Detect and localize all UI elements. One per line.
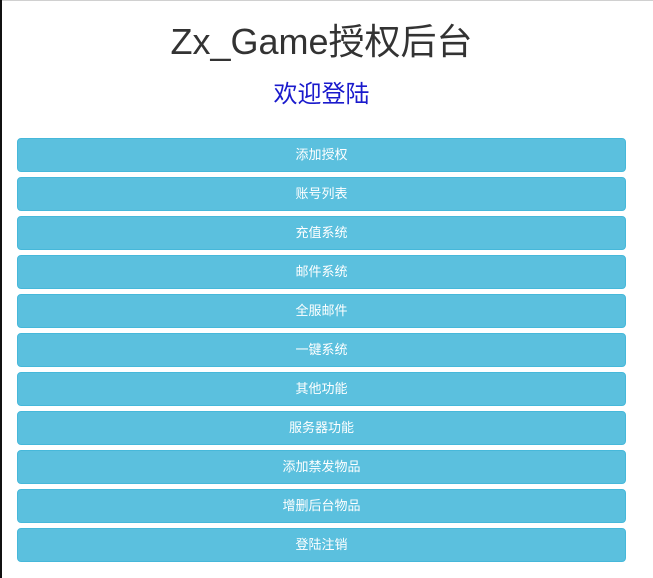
top-border	[0, 0, 653, 1]
left-border	[0, 0, 2, 578]
one-click-system-button[interactable]: 一键系统	[17, 333, 626, 367]
other-functions-button[interactable]: 其他功能	[17, 372, 626, 406]
add-banned-items-button[interactable]: 添加禁发物品	[17, 450, 626, 484]
menu: 添加授权 账号列表 充值系统 邮件系统 全服邮件 一键系统 其他功能 服务器功能…	[17, 138, 626, 567]
manage-backend-items-button[interactable]: 增删后台物品	[17, 489, 626, 523]
mail-system-button[interactable]: 邮件系统	[17, 255, 626, 289]
account-list-button[interactable]: 账号列表	[17, 177, 626, 211]
add-authorization-button[interactable]: 添加授权	[17, 138, 626, 172]
server-functions-button[interactable]: 服务器功能	[17, 411, 626, 445]
recharge-system-button[interactable]: 充值系统	[17, 216, 626, 250]
page-title: Zx_Game授权后台	[170, 21, 473, 62]
logout-button[interactable]: 登陆注销	[17, 528, 626, 562]
server-wide-mail-button[interactable]: 全服邮件	[17, 294, 626, 328]
welcome-subtitle: 欢迎登陆	[273, 81, 370, 108]
